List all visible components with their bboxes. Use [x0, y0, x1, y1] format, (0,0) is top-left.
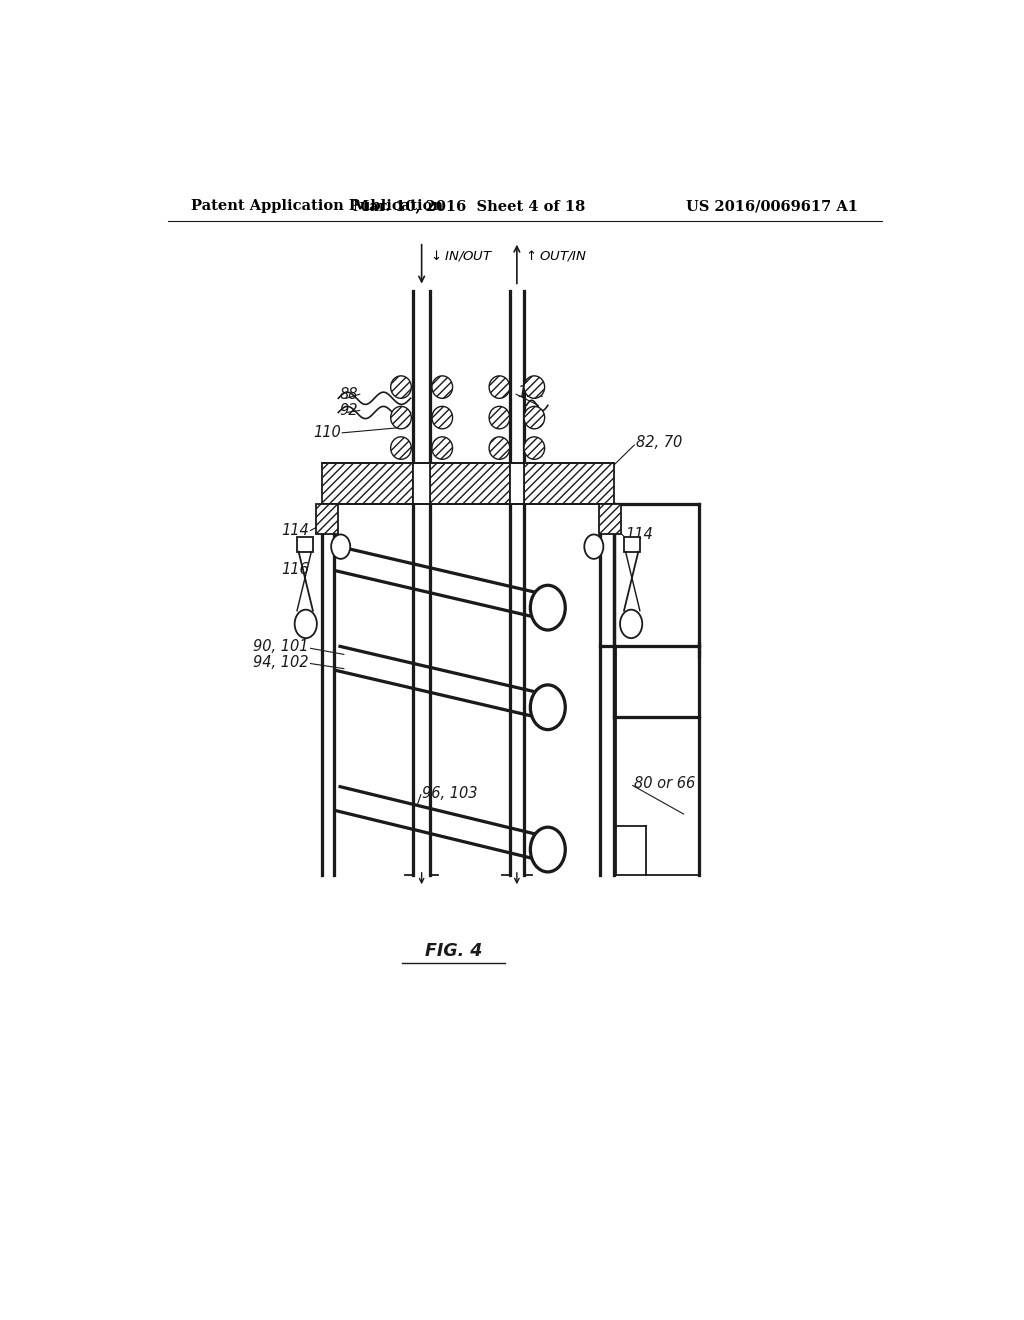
Bar — [624, 536, 640, 552]
Text: 88: 88 — [340, 387, 358, 401]
Text: 110: 110 — [313, 425, 341, 441]
Text: 114: 114 — [626, 527, 653, 543]
Bar — [524, 463, 614, 504]
Text: 114: 114 — [282, 523, 309, 539]
Text: 80 or 66: 80 or 66 — [634, 776, 695, 791]
Circle shape — [331, 535, 350, 558]
Circle shape — [295, 610, 316, 638]
Text: $\uparrow$OUT/IN: $\uparrow$OUT/IN — [523, 248, 588, 263]
Text: Patent Application Publication: Patent Application Publication — [191, 199, 443, 213]
Text: 92: 92 — [340, 403, 358, 418]
Circle shape — [530, 685, 565, 730]
Text: Mar. 10, 2016  Sheet 4 of 18: Mar. 10, 2016 Sheet 4 of 18 — [353, 199, 586, 213]
Bar — [297, 536, 313, 552]
Ellipse shape — [432, 407, 453, 429]
Text: 82, 70: 82, 70 — [636, 436, 682, 450]
Ellipse shape — [489, 407, 510, 429]
Ellipse shape — [432, 376, 453, 399]
Bar — [413, 463, 430, 504]
Text: 96, 103: 96, 103 — [422, 787, 477, 801]
Ellipse shape — [391, 376, 412, 399]
Ellipse shape — [524, 376, 545, 399]
Ellipse shape — [391, 437, 412, 459]
Bar — [510, 463, 524, 504]
Circle shape — [620, 610, 642, 638]
Circle shape — [530, 585, 565, 630]
Ellipse shape — [524, 407, 545, 429]
Ellipse shape — [524, 437, 545, 459]
Text: US 2016/0069617 A1: US 2016/0069617 A1 — [686, 199, 858, 213]
Text: 116: 116 — [282, 561, 309, 577]
Circle shape — [585, 535, 603, 558]
Bar — [316, 504, 338, 535]
Circle shape — [530, 828, 565, 873]
Text: 90, 101: 90, 101 — [254, 639, 309, 653]
Ellipse shape — [432, 437, 453, 459]
Text: FIG. 4: FIG. 4 — [425, 942, 482, 960]
Bar — [323, 463, 413, 504]
Ellipse shape — [391, 407, 412, 429]
Ellipse shape — [489, 437, 510, 459]
Ellipse shape — [489, 376, 510, 399]
Text: 112: 112 — [517, 384, 545, 400]
Bar — [430, 463, 510, 504]
Bar — [599, 504, 621, 535]
Text: 94, 102: 94, 102 — [254, 655, 309, 671]
Text: $\downarrow$IN/OUT: $\downarrow$IN/OUT — [428, 248, 494, 263]
